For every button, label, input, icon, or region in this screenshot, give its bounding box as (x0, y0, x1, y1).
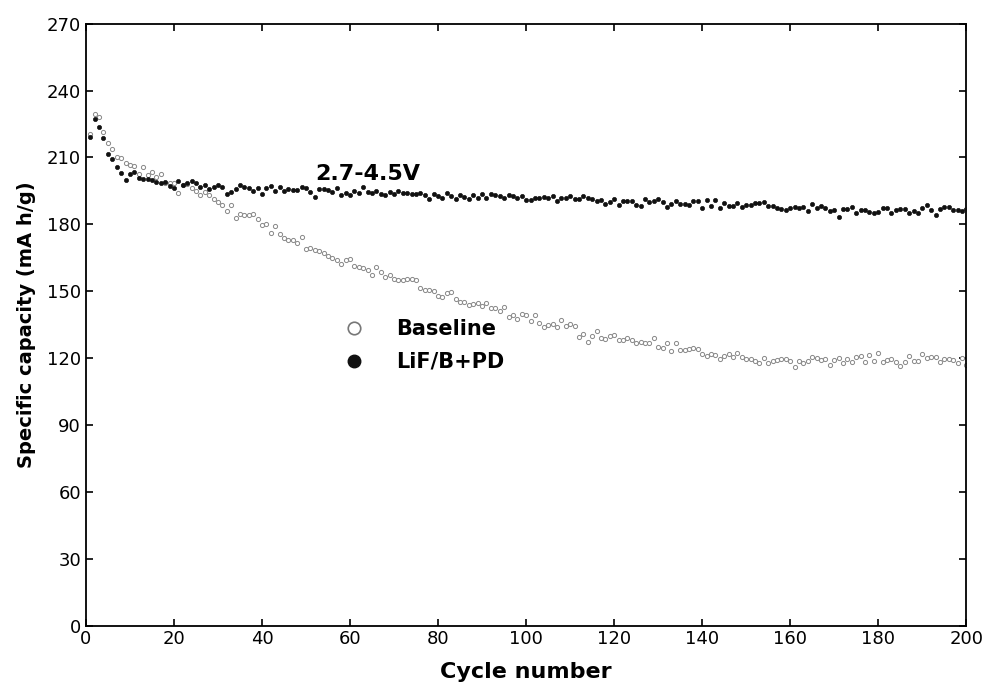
X-axis label: Cycle number: Cycle number (440, 663, 612, 682)
Y-axis label: Specific capacity (mA h/g): Specific capacity (mA h/g) (17, 181, 36, 468)
Text: 2.7-4.5V: 2.7-4.5V (315, 164, 420, 184)
Legend: Baseline, LiF/B+PD: Baseline, LiF/B+PD (325, 311, 513, 380)
